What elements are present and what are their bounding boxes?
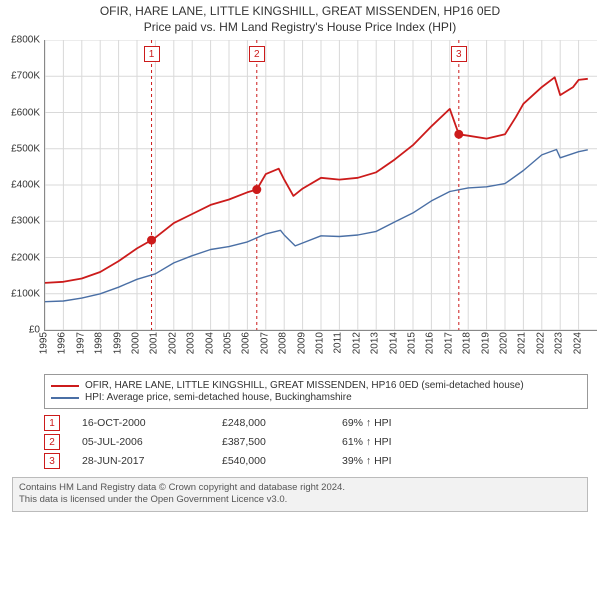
plot-svg: [45, 40, 597, 330]
x-tick-label: 2008: [278, 332, 289, 354]
sale-row-relative: 39% ↑ HPI: [342, 455, 392, 467]
y-tick-label: £500K: [11, 143, 40, 154]
x-axis-labels: 1995199619971998199920002001200220032004…: [44, 332, 596, 370]
plot: 1 2 3: [44, 40, 597, 331]
sale-marker-1: 1: [144, 46, 160, 62]
sale-marker-3: 3: [451, 46, 467, 62]
legend-item: HPI: Average price, semi-detached house,…: [51, 392, 581, 403]
sale-marker-2: 2: [249, 46, 265, 62]
legend-swatch: [51, 397, 79, 399]
title-line-2: Price paid vs. HM Land Registry's House …: [0, 20, 600, 34]
sale-row-price: £387,500: [222, 436, 342, 448]
y-tick-label: £200K: [11, 252, 40, 263]
plot-area: £0£100K£200K£300K£400K£500K£600K£700K£80…: [0, 40, 600, 370]
x-tick-label: 2011: [333, 332, 344, 354]
sale-row-date: 28-JUN-2017: [82, 455, 222, 467]
x-tick-label: 2013: [370, 332, 381, 354]
footer-line-1: Contains HM Land Registry data © Crown c…: [19, 482, 581, 494]
y-tick-label: £700K: [11, 71, 40, 82]
chart-container: OFIR, HARE LANE, LITTLE KINGSHILL, GREAT…: [0, 0, 600, 512]
x-tick-label: 1996: [57, 332, 68, 354]
x-tick-label: 2019: [480, 332, 491, 354]
x-tick-label: 2001: [149, 332, 160, 354]
y-tick-label: £100K: [11, 288, 40, 299]
footer-line-2: This data is licensed under the Open Gov…: [19, 494, 581, 506]
legend: OFIR, HARE LANE, LITTLE KINGSHILL, GREAT…: [44, 374, 588, 409]
sale-row-relative: 61% ↑ HPI: [342, 436, 392, 448]
x-tick-label: 2010: [315, 332, 326, 354]
x-tick-label: 2007: [259, 332, 270, 354]
x-tick-label: 2012: [351, 332, 362, 354]
y-tick-label: £800K: [11, 35, 40, 46]
sale-row: 3 28-JUN-2017£540,00039% ↑ HPI: [44, 453, 588, 469]
title-line-1: OFIR, HARE LANE, LITTLE KINGSHILL, GREAT…: [0, 4, 600, 18]
legend-item: OFIR, HARE LANE, LITTLE KINGSHILL, GREAT…: [51, 380, 581, 391]
sale-row-price: £248,000: [222, 417, 342, 429]
sale-row-marker: 3: [44, 453, 60, 469]
x-tick-label: 2002: [167, 332, 178, 354]
x-tick-label: 2009: [296, 332, 307, 354]
y-tick-label: £400K: [11, 180, 40, 191]
x-tick-label: 2020: [499, 332, 510, 354]
x-tick-label: 2006: [241, 332, 252, 354]
sale-row-marker: 2: [44, 434, 60, 450]
sale-row: 2 05-JUL-2006£387,50061% ↑ HPI: [44, 434, 588, 450]
y-tick-label: £600K: [11, 107, 40, 118]
sale-row-marker: 1: [44, 415, 60, 431]
sale-row-date: 05-JUL-2006: [82, 436, 222, 448]
sale-row-price: £540,000: [222, 455, 342, 467]
x-tick-label: 2017: [443, 332, 454, 354]
sale-row-relative: 69% ↑ HPI: [342, 417, 392, 429]
x-tick-label: 1995: [39, 332, 50, 354]
y-tick-label: £300K: [11, 216, 40, 227]
x-tick-label: 2004: [204, 332, 215, 354]
x-tick-label: 2022: [535, 332, 546, 354]
x-tick-label: 2016: [425, 332, 436, 354]
x-tick-label: 2005: [223, 332, 234, 354]
footer-attribution: Contains HM Land Registry data © Crown c…: [12, 477, 588, 512]
x-tick-label: 2023: [554, 332, 565, 354]
x-tick-label: 1999: [112, 332, 123, 354]
x-tick-label: 2014: [388, 332, 399, 354]
x-tick-label: 2024: [572, 332, 583, 354]
x-tick-label: 2018: [462, 332, 473, 354]
x-tick-label: 2003: [186, 332, 197, 354]
sale-row: 1 16-OCT-2000£248,00069% ↑ HPI: [44, 415, 588, 431]
x-tick-label: 1997: [75, 332, 86, 354]
sale-row-date: 16-OCT-2000: [82, 417, 222, 429]
title-block: OFIR, HARE LANE, LITTLE KINGSHILL, GREAT…: [0, 0, 600, 34]
legend-label: OFIR, HARE LANE, LITTLE KINGSHILL, GREAT…: [85, 380, 524, 391]
x-tick-label: 2015: [407, 332, 418, 354]
x-tick-label: 2021: [517, 332, 528, 354]
x-tick-label: 1998: [94, 332, 105, 354]
legend-label: HPI: Average price, semi-detached house,…: [85, 392, 352, 403]
sales-table: 1 16-OCT-2000£248,00069% ↑ HPI 2 05-JUL-200…: [44, 415, 588, 469]
y-axis-labels: £0£100K£200K£300K£400K£500K£600K£700K£80…: [0, 40, 42, 330]
legend-swatch: [51, 385, 79, 387]
x-tick-label: 2000: [131, 332, 142, 354]
